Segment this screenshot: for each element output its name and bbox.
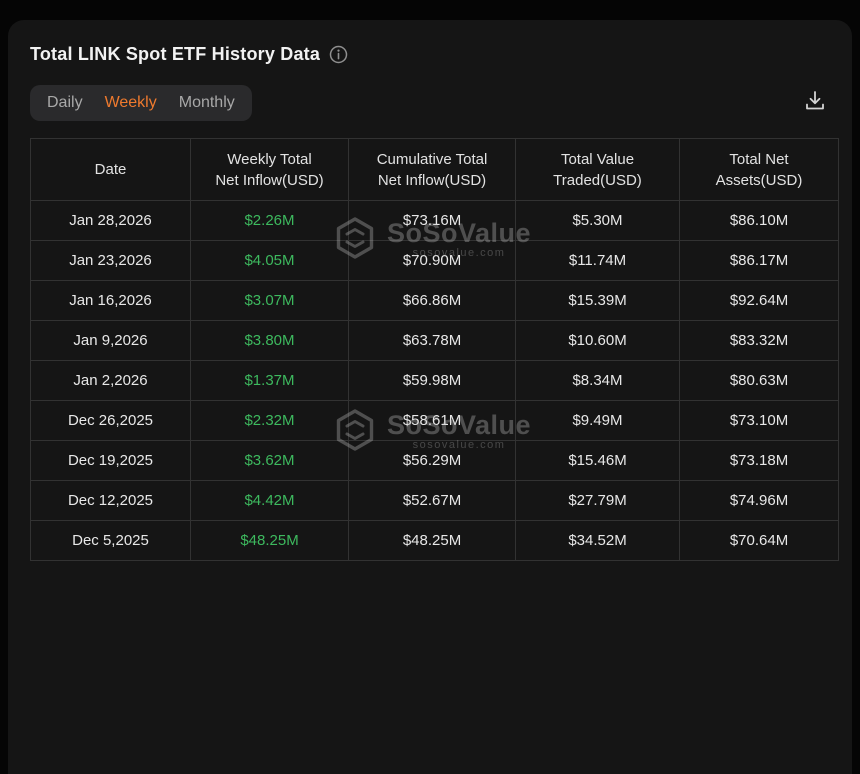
cell-value-traded: $10.60M [515,320,680,361]
cell-value-traded: $9.49M [515,400,680,441]
toolbar: Daily Weekly Monthly [30,85,836,121]
cell-net-inflow: $1.37M [190,360,349,401]
info-icon[interactable] [329,45,348,64]
cell-net-inflow: $48.25M [190,520,349,561]
cell-date: Dec 26,2025 [30,400,191,441]
table-wrap: Date Weekly Total Net Inflow(USD) Cumula… [30,138,839,561]
table-header: Date Weekly Total Net Inflow(USD) Cumula… [30,138,839,201]
cell-value-traded: $34.52M [515,520,680,561]
cell-date: Dec 5,2025 [30,520,191,561]
cell-net-assets: $86.17M [679,240,839,281]
cell-value-traded: $11.74M [515,240,680,281]
table-row: Jan 9,2026 $3.80M $63.78M $10.60M $83.32M [30,320,839,361]
cell-cumulative-inflow: $48.25M [348,520,516,561]
cell-net-assets: $83.32M [679,320,839,361]
col-header-total-net-assets: Total Net Assets(USD) [679,138,839,201]
col-header-total-value-traded: Total Value Traded(USD) [515,138,680,201]
cell-date: Jan 2,2026 [30,360,191,401]
table-row: Dec 12,2025 $4.42M $52.67M $27.79M $74.96M [30,480,839,521]
cell-date: Jan 28,2026 [30,200,191,241]
tab-monthly[interactable]: Monthly [168,92,246,114]
cell-net-inflow: $3.80M [190,320,349,361]
download-icon [806,91,824,110]
cell-value-traded: $8.34M [515,360,680,401]
table-row: Jan 16,2026 $3.07M $66.86M $15.39M $92.64M [30,280,839,321]
table-row: Dec 26,2025 $2.32M $58.61M $9.49M $73.10M [30,400,839,441]
download-button[interactable] [800,86,830,119]
col-header-weekly-net-inflow: Weekly Total Net Inflow(USD) [190,138,349,201]
cell-net-assets: $86.10M [679,200,839,241]
cell-net-assets: $73.18M [679,440,839,481]
cell-cumulative-inflow: $73.16M [348,200,516,241]
tab-weekly[interactable]: Weekly [94,92,168,114]
cell-value-traded: $15.46M [515,440,680,481]
cell-cumulative-inflow: $58.61M [348,400,516,441]
cell-date: Jan 23,2026 [30,240,191,281]
cell-date: Jan 9,2026 [30,320,191,361]
table-row: Jan 2,2026 $1.37M $59.98M $8.34M $80.63M [30,360,839,401]
cell-date: Dec 12,2025 [30,480,191,521]
cell-net-assets: $92.64M [679,280,839,321]
cell-date: Jan 16,2026 [30,280,191,321]
cell-cumulative-inflow: $56.29M [348,440,516,481]
cell-net-inflow: $2.32M [190,400,349,441]
etf-history-card: Total LINK Spot ETF History Data Daily W… [8,20,852,774]
cell-value-traded: $15.39M [515,280,680,321]
cell-net-inflow: $4.05M [190,240,349,281]
card-header: Total LINK Spot ETF History Data [30,40,836,65]
cell-cumulative-inflow: $70.90M [348,240,516,281]
cell-cumulative-inflow: $63.78M [348,320,516,361]
cell-net-inflow: $2.26M [190,200,349,241]
cell-value-traded: $5.30M [515,200,680,241]
col-header-date: Date [30,138,191,201]
table-row: Dec 19,2025 $3.62M $56.29M $15.46M $73.18M [30,440,839,481]
cell-cumulative-inflow: $59.98M [348,360,516,401]
cell-net-assets: $70.64M [679,520,839,561]
table-body: Jan 28,2026 $2.26M $73.16M $5.30M $86.10M Jan… [30,200,839,561]
tab-daily[interactable]: Daily [36,92,94,114]
cell-value-traded: $27.79M [515,480,680,521]
cell-net-inflow: $4.42M [190,480,349,521]
table-row: Jan 28,2026 $2.26M $73.16M $5.30M $86.10M [30,200,839,241]
page-title: Total LINK Spot ETF History Data [30,44,321,64]
cell-date: Dec 19,2025 [30,440,191,481]
cell-cumulative-inflow: $66.86M [348,280,516,321]
cell-net-inflow: $3.07M [190,280,349,321]
table-row: Jan 23,2026 $4.05M $70.90M $11.74M $86.17M [30,240,839,281]
cell-net-assets: $74.96M [679,480,839,521]
col-header-cumulative-net-inflow: Cumulative Total Net Inflow(USD) [348,138,516,201]
cell-cumulative-inflow: $52.67M [348,480,516,521]
cell-net-assets: $80.63M [679,360,839,401]
interval-tab-group: Daily Weekly Monthly [30,85,252,121]
table-row: Dec 5,2025 $48.25M $48.25M $34.52M $70.64M [30,520,839,561]
cell-net-assets: $73.10M [679,400,839,441]
etf-history-table: Date Weekly Total Net Inflow(USD) Cumula… [30,138,839,561]
cell-net-inflow: $3.62M [190,440,349,481]
